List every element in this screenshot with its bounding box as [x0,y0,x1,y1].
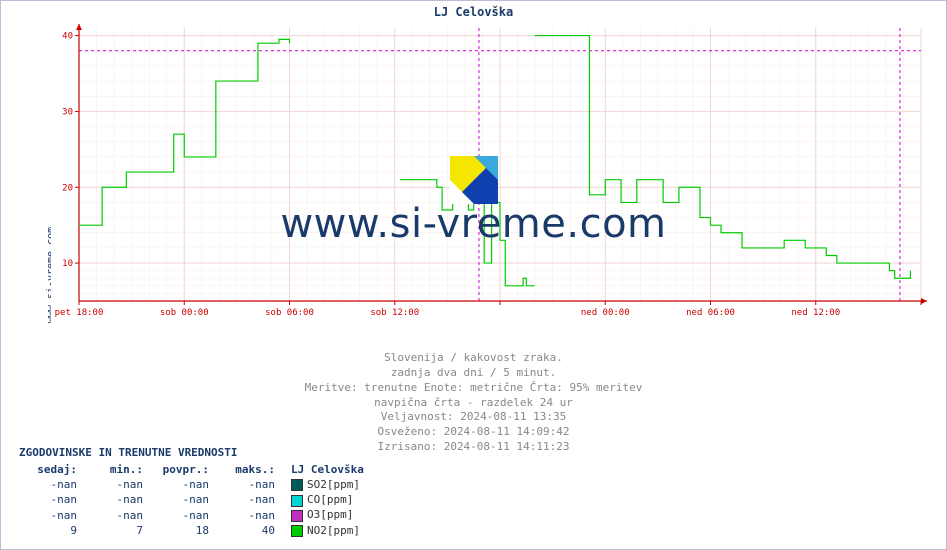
table-cell: -nan [85,478,151,493]
legend-cell: CO[ppm] [283,493,372,508]
legend-label: CO[ppm] [307,493,353,506]
table-cell: -nan [217,493,283,508]
stats-table-title: ZGODOVINSKE IN TRENUTNE VREDNOSTI [19,446,372,461]
watermark-text: www.si-vreme.com [1,201,946,247]
legend-label: SO2[ppm] [307,478,360,491]
chart-title: LJ Celovška [1,5,946,19]
legend-label: NO2[ppm] [307,524,360,537]
caption-line: Osveženo: 2024-08-11 14:09:42 [1,425,946,440]
svg-text:sob 12:00: sob 12:00 [370,308,419,318]
caption-line: Slovenija / kakovost zraka. [1,351,946,366]
table-row: -nan-nan-nan-nanCO[ppm] [19,493,372,508]
table-cell: -nan [151,493,217,508]
table-row: -nan-nan-nan-nanSO2[ppm] [19,478,372,493]
table-series-header: LJ Celovška [283,463,372,478]
svg-text:ned 12:00: ned 12:00 [791,308,840,318]
caption-block: Slovenija / kakovost zraka.zadnja dva dn… [1,351,946,455]
caption-line: Veljavnost: 2024-08-11 13:35 [1,410,946,425]
stats-table: sedaj:min.:povpr.:maks.:LJ Celovška-nan-… [19,463,372,539]
svg-text:10: 10 [62,259,73,269]
legend-swatch [291,495,303,507]
svg-text:sob 00:00: sob 00:00 [160,308,209,318]
table-cell: -nan [151,478,217,493]
watermark-logo [450,156,498,204]
table-header: maks.: [217,463,283,478]
table-cell: -nan [151,508,217,523]
caption-line: navpična črta - razdelek 24 ur [1,396,946,411]
table-cell: -nan [217,478,283,493]
table-row: -nan-nan-nan-nanO3[ppm] [19,508,372,523]
legend-cell: NO2[ppm] [283,524,372,539]
legend-swatch [291,510,303,522]
legend-label: O3[ppm] [307,508,353,521]
legend-swatch [291,479,303,491]
caption-line: zadnja dva dni / 5 minut. [1,366,946,381]
table-cell: -nan [217,508,283,523]
table-cell: 40 [217,524,283,539]
table-cell: -nan [19,493,85,508]
chart-container: www.si-vreme.com LJ Celovška pet 18:00 so… [0,0,947,550]
svg-text:pet 18:00: pet 18:00 [55,308,104,318]
caption-line: Meritve: trenutne Enote: metrične Črta: … [1,381,946,396]
svg-text:ned 06:00: ned 06:00 [686,308,735,318]
svg-text:20: 20 [62,183,73,193]
table-cell: -nan [19,478,85,493]
table-cell: -nan [85,493,151,508]
table-cell: 9 [19,524,85,539]
stats-table-block: ZGODOVINSKE IN TRENUTNE VREDNOSTI sedaj:… [19,446,372,539]
table-row: 971840 NO2[ppm] [19,524,372,539]
legend-cell: O3[ppm] [283,508,372,523]
table-header: povpr.: [151,463,217,478]
table-cell: 18 [151,524,217,539]
table-cell: -nan [85,508,151,523]
legend-cell: SO2[ppm] [283,478,372,493]
table-cell: 7 [85,524,151,539]
table-header: min.: [85,463,151,478]
svg-text:sob 06:00: sob 06:00 [265,308,314,318]
svg-text:ned 00:00: ned 00:00 [581,308,630,318]
legend-swatch [291,525,303,537]
table-cell: -nan [19,508,85,523]
svg-text:30: 30 [62,107,73,117]
svg-text:40: 40 [62,32,73,42]
table-header: sedaj: [19,463,85,478]
